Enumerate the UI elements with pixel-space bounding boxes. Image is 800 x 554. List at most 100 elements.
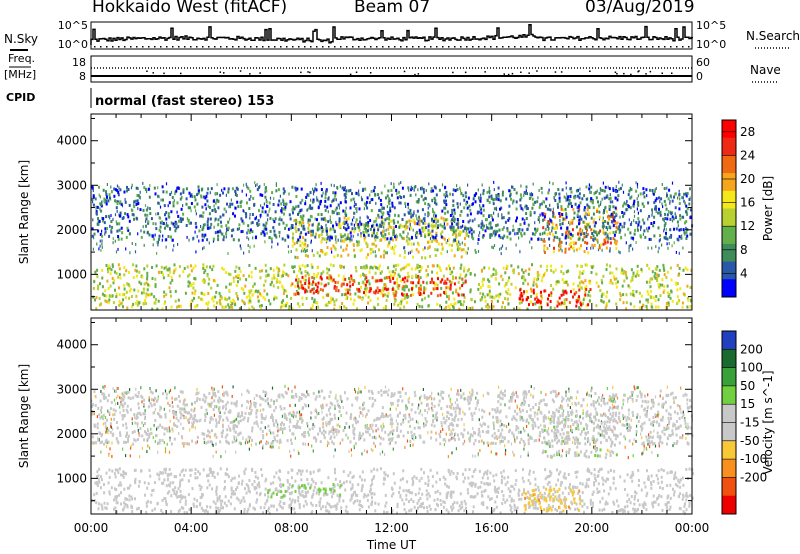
echo-cell <box>219 215 222 219</box>
echo-cell <box>302 214 305 218</box>
echo-cell <box>628 412 630 416</box>
echo-cell <box>606 424 608 428</box>
echo-cell <box>614 196 617 200</box>
echo-cell <box>508 276 511 280</box>
echo-cell <box>358 220 361 224</box>
echo-cell <box>537 196 539 200</box>
echo-cell <box>455 222 458 226</box>
echo-cell <box>283 202 286 206</box>
nave-dot <box>464 71 467 74</box>
echo-cell <box>232 280 235 283</box>
echo-cell <box>471 306 474 310</box>
echo-cell <box>251 221 254 225</box>
echo-cell <box>514 286 517 290</box>
echo-cell <box>394 213 396 217</box>
echo-cell <box>472 197 475 201</box>
echo-cell <box>101 229 103 233</box>
echo-cell <box>223 187 226 191</box>
echo-cell <box>578 230 581 234</box>
echo-cell <box>305 245 308 249</box>
nave-dot <box>355 71 358 73</box>
echo-cell <box>96 242 98 246</box>
echo-cell <box>326 237 329 241</box>
echo-cell <box>188 420 190 424</box>
echo-cell <box>397 220 399 224</box>
nsearch-dot <box>202 46 204 48</box>
echo-cell <box>212 418 214 422</box>
echo-cell <box>154 192 157 196</box>
echo-cell <box>330 298 333 302</box>
echo-cell <box>94 298 96 302</box>
echo-cell <box>435 431 437 435</box>
echo-cell <box>110 425 112 429</box>
echo-cell <box>397 263 400 267</box>
echo-cell <box>317 281 320 285</box>
echo-cell <box>148 396 150 400</box>
echo-cell <box>632 399 634 403</box>
echo-cell <box>446 250 448 254</box>
echo-cell <box>421 226 424 230</box>
echo-cell <box>261 210 264 214</box>
echo-cell <box>145 302 148 305</box>
echo-cell <box>425 269 428 273</box>
echo-cell <box>543 218 546 221</box>
echo-cell <box>590 228 593 232</box>
echo-cell <box>616 221 619 225</box>
echo-cell <box>325 251 328 255</box>
echo-cell <box>233 419 235 423</box>
echo-cell <box>251 230 254 234</box>
echo-cell <box>445 305 448 309</box>
nave-dot <box>452 71 454 74</box>
echo-cell <box>364 424 366 428</box>
echo-cell <box>157 450 159 454</box>
echo-cell <box>225 271 228 274</box>
echo-cell <box>225 232 228 236</box>
echo-cell <box>339 224 342 228</box>
echo-cell <box>685 425 687 429</box>
echo-cell <box>689 298 692 302</box>
echo-cell <box>464 237 466 240</box>
nave-dot <box>589 70 591 72</box>
echo-cell <box>157 299 160 303</box>
echo-cell <box>603 211 605 214</box>
echo-cell <box>474 194 476 197</box>
echo-cell <box>358 387 360 391</box>
echo-cell <box>437 242 440 246</box>
echo-cell <box>446 295 449 299</box>
echo-cell <box>531 246 533 250</box>
echo-cell <box>419 409 422 413</box>
echo-cell <box>299 244 302 247</box>
echo-cell <box>634 228 637 232</box>
echo-cell <box>681 305 684 309</box>
echo-cell <box>667 294 670 298</box>
echo-cell <box>196 193 199 197</box>
echo-cell <box>209 403 211 407</box>
echo-cell <box>428 240 431 244</box>
echo-cell <box>505 282 508 286</box>
echo-cell <box>162 273 164 276</box>
echo-cell <box>381 429 383 433</box>
echo-cell <box>559 212 562 215</box>
echo-cell <box>284 384 286 388</box>
echo-cell <box>666 186 668 190</box>
colorbar-cell <box>722 226 736 245</box>
echo-cell <box>405 220 408 224</box>
echo-cell <box>374 238 377 242</box>
echo-cell <box>417 274 420 278</box>
echo-cell <box>504 306 506 309</box>
echo-cell <box>296 187 299 191</box>
echo-cell <box>569 406 571 409</box>
echo-cell <box>345 307 348 310</box>
echo-cell <box>663 236 666 240</box>
echo-cell <box>395 407 397 411</box>
echo-cell <box>219 193 222 197</box>
echo-cell <box>194 426 196 430</box>
echo-cell <box>642 205 645 208</box>
echo-cell <box>615 277 618 281</box>
nsearch-dot <box>136 46 138 48</box>
echo-cell <box>606 448 608 452</box>
echo-cell <box>247 187 250 190</box>
echo-cell <box>111 225 113 229</box>
echo-cell <box>301 284 304 287</box>
echo-cell <box>333 197 336 201</box>
